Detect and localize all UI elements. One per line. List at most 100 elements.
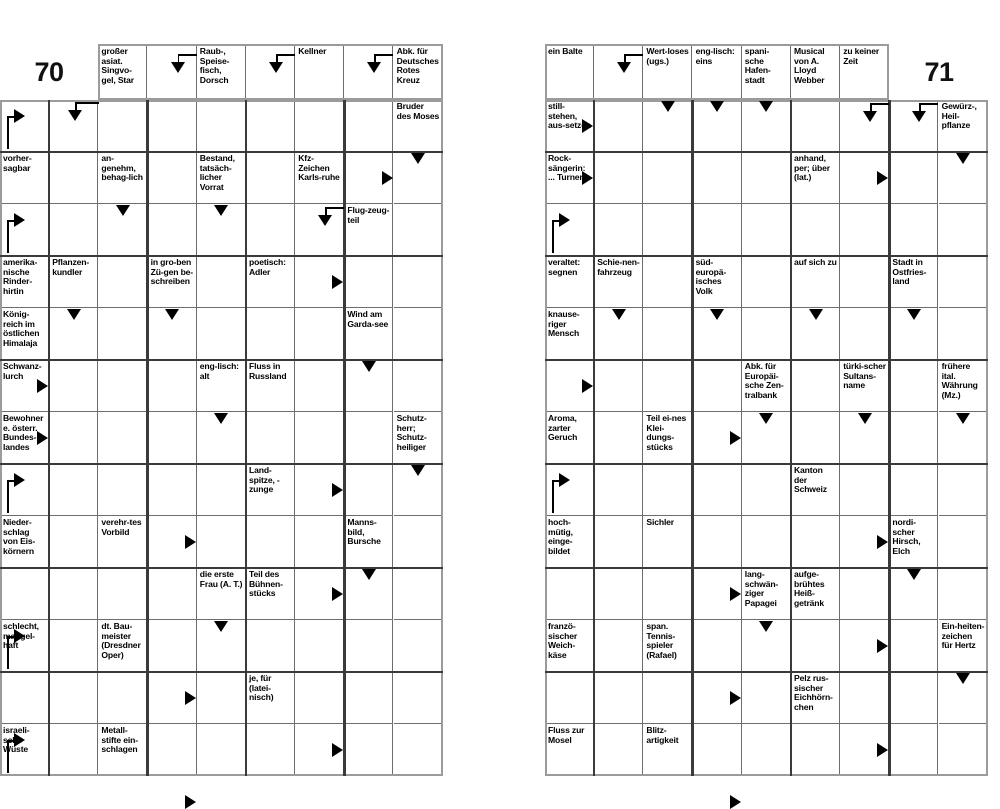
grid-cell-r7-c5[interactable]: Kanton der Schweiz [791, 464, 840, 516]
grid-cell-r4-c4[interactable] [741, 308, 791, 360]
grid-cell-r6-c0[interactable]: Aroma, zarter Geruch [545, 412, 594, 464]
grid-cell-r7-c8[interactable] [938, 464, 988, 516]
grid-cell-r9-c4[interactable]: die erste Frau (A. T.) [196, 568, 246, 620]
grid-cell-r8-c0[interactable]: Nieder-schlag von Eis-körnern [0, 516, 49, 568]
grid-cell-r9-c2[interactable] [643, 568, 693, 620]
grid-cell-r8-c2[interactable]: Sichler [643, 516, 693, 568]
grid-cell-r1-c4[interactable]: Bestand, tatsäch-licher Vorrat [196, 152, 246, 204]
grid-cell-r8-c1[interactable] [594, 516, 644, 568]
grid-cell-r9-c5[interactable]: Teil des Bühnen-stücks [246, 568, 295, 620]
clue-cell-header-2[interactable]: Wert-loses (ugs.) [643, 44, 693, 100]
grid-cell-r4-c0[interactable]: König-reich im östlichen Himalaja [0, 308, 49, 360]
grid-cell-r5-c8[interactable] [393, 360, 443, 412]
grid-cell-r1-c4[interactable] [741, 152, 791, 204]
grid-cell-r6-c2[interactable]: Teil ei-nes Klei-dungs-stücks [643, 412, 693, 464]
grid-cell-r7-c1[interactable] [594, 464, 644, 516]
grid-cell-r11-c4[interactable] [741, 672, 791, 724]
grid-cell-r4-c6[interactable] [840, 308, 890, 360]
grid-cell-r5-c7[interactable] [889, 360, 939, 412]
grid-cell-r12-c7[interactable] [889, 724, 939, 776]
grid-cell-r8-c7[interactable]: Manns-bild, Bursche [344, 516, 394, 568]
grid-cell-r11-c2[interactable] [643, 672, 693, 724]
grid-cell-r1-c0[interactable]: vorher-sagbar [0, 152, 49, 204]
grid-cell-r0-c8[interactable]: Gewürz-, Heil-pflanze [938, 100, 988, 152]
grid-cell-r12-c3[interactable] [692, 724, 742, 776]
grid-cell-r2-c2[interactable] [643, 204, 693, 256]
grid-cell-r7-c7[interactable] [889, 464, 939, 516]
grid-cell-r8-c1[interactable] [49, 516, 99, 568]
grid-cell-r0-c4[interactable] [196, 100, 246, 152]
clue-cell-header-0[interactable]: großer asiat. Singvo-gel, Star [98, 44, 148, 100]
grid-cell-r8-c4[interactable] [196, 516, 246, 568]
grid-cell-r0-c1[interactable] [594, 100, 644, 152]
clue-cell-header-3[interactable]: eng-lisch: eins [692, 44, 742, 100]
grid-cell-r1-c1[interactable] [594, 152, 644, 204]
grid-cell-r5-c5[interactable] [791, 360, 840, 412]
grid-cell-r12-c1[interactable] [594, 724, 644, 776]
grid-cell-r0-c8[interactable]: Bruder des Moses [393, 100, 443, 152]
grid-cell-r2-c7[interactable] [889, 204, 939, 256]
grid-cell-r3-c1[interactable]: Schie-nen-fahrzeug [594, 256, 644, 308]
grid-cell-r12-c8[interactable] [938, 724, 988, 776]
grid-cell-r10-c7[interactable] [889, 620, 939, 672]
grid-cell-r7-c3[interactable] [692, 464, 742, 516]
grid-cell-r7-c5[interactable]: Land-spitze, -zunge [246, 464, 295, 516]
grid-cell-r10-c2[interactable]: span. Tennis-spieler (Rafael) [643, 620, 693, 672]
grid-cell-r0-c5[interactable] [791, 100, 840, 152]
grid-cell-r11-c1[interactable] [594, 672, 644, 724]
grid-cell-r5-c4[interactable]: eng-lisch: alt [196, 360, 246, 412]
grid-cell-r8-c5[interactable] [246, 516, 295, 568]
grid-cell-r11-c0[interactable] [0, 672, 49, 724]
grid-cell-r1-c3[interactable] [147, 152, 197, 204]
grid-cell-r6-c5[interactable] [791, 412, 840, 464]
grid-cell-r5-c8[interactable]: frühere ital. Währung (Mz.) [938, 360, 988, 412]
grid-cell-r1-c2[interactable] [643, 152, 693, 204]
clue-cell-header-4[interactable]: Kellner [295, 44, 345, 100]
grid-cell-r12-c2[interactable]: Blitz-artigkeit [643, 724, 693, 776]
grid-cell-r1-c5[interactable]: anhand, per; über (lat.) [791, 152, 840, 204]
grid-cell-r7-c1[interactable] [49, 464, 99, 516]
grid-cell-r1-c3[interactable] [692, 152, 742, 204]
grid-cell-r11-c0[interactable] [545, 672, 594, 724]
grid-cell-r2-c1[interactable] [49, 204, 99, 256]
grid-cell-r5-c1[interactable] [594, 360, 644, 412]
grid-cell-r10-c0[interactable]: franzö-sischer Weich-käse [545, 620, 594, 672]
grid-cell-r5-c2[interactable] [643, 360, 693, 412]
grid-cell-r10-c5[interactable] [246, 620, 295, 672]
grid-cell-r5-c3[interactable] [692, 360, 742, 412]
grid-cell-r2-c5[interactable] [791, 204, 840, 256]
clue-cell-header-0[interactable]: ein Balte [545, 44, 594, 100]
grid-cell-r10-c6[interactable] [295, 620, 345, 672]
grid-cell-r12-c2[interactable]: Metall-stifte ein-schlagen [98, 724, 148, 776]
grid-cell-r11-c7[interactable] [344, 672, 394, 724]
grid-cell-r2-c4[interactable] [741, 204, 791, 256]
grid-cell-r6-c7[interactable] [889, 412, 939, 464]
grid-cell-r8-c2[interactable]: verehr-tes Vorbild [98, 516, 148, 568]
grid-cell-r4-c7[interactable]: Wind am Garda-see [344, 308, 394, 360]
grid-cell-r12-c1[interactable] [49, 724, 99, 776]
grid-cell-r3-c5[interactable]: poetisch: Adler [246, 256, 295, 308]
grid-cell-r12-c4[interactable] [741, 724, 791, 776]
grid-cell-r7-c2[interactable] [98, 464, 148, 516]
grid-cell-r5-c2[interactable] [98, 360, 148, 412]
grid-cell-r8-c6[interactable] [295, 516, 345, 568]
grid-cell-r4-c2[interactable] [98, 308, 148, 360]
grid-cell-r11-c7[interactable] [889, 672, 939, 724]
grid-cell-r9-c0[interactable] [545, 568, 594, 620]
clue-cell-header-2[interactable]: Raub-, Speise-fisch, Dorsch [196, 44, 246, 100]
grid-cell-r5-c1[interactable] [49, 360, 99, 412]
grid-cell-r8-c8[interactable] [393, 516, 443, 568]
grid-cell-r11-c8[interactable] [393, 672, 443, 724]
grid-cell-r10-c3[interactable] [692, 620, 742, 672]
grid-cell-r9-c4[interactable]: lang-schwän-ziger Papagei [741, 568, 791, 620]
grid-cell-r1-c7[interactable] [889, 152, 939, 204]
grid-cell-r3-c6[interactable] [840, 256, 890, 308]
grid-cell-r8-c3[interactable] [692, 516, 742, 568]
grid-cell-r9-c5[interactable]: aufge-brühtes Heiß-getränk [791, 568, 840, 620]
grid-cell-r0-c5[interactable] [246, 100, 295, 152]
grid-cell-r0-c2[interactable] [98, 100, 148, 152]
grid-cell-r7-c7[interactable] [344, 464, 394, 516]
grid-cell-r6-c7[interactable] [344, 412, 394, 464]
grid-cell-r9-c1[interactable] [49, 568, 99, 620]
grid-cell-r6-c6[interactable] [295, 412, 345, 464]
